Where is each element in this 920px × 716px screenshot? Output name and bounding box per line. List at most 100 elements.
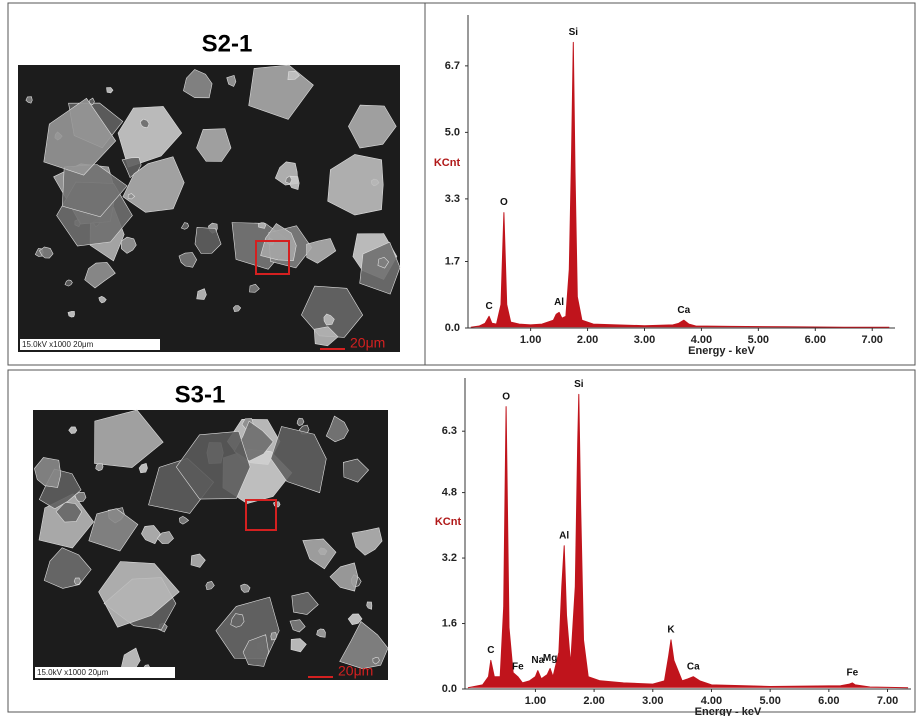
y-tick-label: 3.3: [445, 193, 460, 205]
x-tick-label: 7.00: [862, 334, 883, 346]
particle: [98, 295, 107, 304]
particle: [34, 457, 62, 488]
particle: [178, 515, 190, 525]
particle: [270, 632, 278, 641]
particle: [372, 657, 380, 665]
particle: [285, 175, 293, 185]
y-tick-label: 5.0: [445, 126, 460, 138]
peak-label: Si: [569, 27, 579, 38]
x-axis-label: Energy - keV: [688, 345, 755, 357]
particle: [359, 241, 401, 295]
particle: [94, 409, 164, 468]
particle: [347, 613, 363, 626]
y-tick-label: 4.8: [442, 486, 457, 498]
particle: [258, 222, 267, 229]
particle: [98, 561, 180, 628]
particle: [106, 87, 114, 94]
particle: [301, 285, 364, 338]
particle: [327, 154, 384, 216]
particle: [323, 313, 335, 326]
spectrum: [470, 41, 890, 328]
particle: [226, 75, 237, 87]
particle: [296, 417, 305, 426]
particle: [242, 634, 269, 667]
peak-label: Si: [574, 379, 584, 390]
x-tick-label: 5.00: [748, 334, 769, 346]
particle: [64, 279, 73, 287]
particle: [156, 531, 174, 544]
peak-label: Mg: [543, 653, 557, 664]
particle: [88, 508, 139, 552]
y-tick-label: 0.0: [445, 322, 460, 334]
sem-scale: 20μm: [350, 335, 385, 351]
analysis-area: [255, 240, 290, 275]
particle: [61, 164, 128, 218]
panel-title: S2-1: [202, 30, 253, 57]
panel-title: S3-1: [175, 381, 226, 408]
particle: [73, 577, 82, 585]
particle: [339, 621, 389, 670]
x-tick-label: 4.00: [691, 334, 712, 346]
peak-label: O: [500, 197, 508, 208]
particle: [194, 226, 222, 254]
sem-scale: 20μm: [338, 663, 373, 679]
particle: [289, 619, 306, 633]
x-tick-label: 3.00: [642, 695, 663, 707]
y-axis-label: KCnt: [435, 516, 462, 528]
x-tick-label: 3.00: [634, 334, 655, 346]
y-tick-label: 6.7: [445, 60, 460, 72]
particle: [138, 463, 148, 474]
particle: [240, 583, 251, 593]
peak-label: Fe: [846, 668, 858, 679]
particle: [88, 97, 95, 106]
particle: [25, 96, 33, 104]
particle: [232, 305, 242, 313]
particle: [141, 525, 161, 545]
panel-frame: [7, 2, 916, 366]
sem-info-box: [20, 339, 160, 350]
x-tick-label: 1.00: [525, 695, 546, 707]
particle: [74, 492, 87, 503]
particle: [249, 283, 260, 293]
particle: [351, 527, 383, 556]
particle: [248, 64, 314, 120]
x-tick-label: 2.00: [577, 334, 598, 346]
x-tick-label: 4.00: [701, 695, 722, 707]
particle: [325, 415, 349, 443]
particle: [120, 236, 137, 254]
analysis-area: [245, 499, 277, 531]
peak-label: O: [502, 391, 510, 402]
particle: [230, 613, 245, 628]
particle: [43, 97, 117, 176]
y-tick-label: 1.6: [442, 617, 457, 629]
peak-label: Fe: [512, 661, 524, 672]
spectrum: [467, 393, 909, 689]
particle: [366, 601, 373, 610]
particle: [180, 222, 190, 230]
particle: [84, 262, 116, 289]
particle: [127, 193, 136, 200]
sem-info: 15.0kV x1000 20μm: [37, 668, 109, 677]
particle: [68, 426, 78, 434]
peak-label: C: [487, 645, 494, 656]
y-tick-label: 6.3: [442, 425, 457, 437]
particle: [39, 246, 54, 259]
x-axis-label: Energy - keV: [695, 706, 762, 716]
particle: [287, 70, 300, 81]
particle: [205, 581, 215, 591]
particle: [175, 430, 251, 500]
particle: [178, 252, 198, 268]
x-tick-label: 6.00: [805, 334, 826, 346]
particle: [139, 118, 150, 129]
x-tick-label: 6.00: [818, 695, 839, 707]
particle: [342, 458, 370, 483]
particle: [260, 223, 297, 262]
sem-info-box: [35, 667, 175, 678]
peak-label: Ca: [677, 305, 690, 316]
x-tick-label: 5.00: [759, 695, 780, 707]
particle: [190, 553, 206, 568]
particle: [196, 288, 207, 300]
peak-label: Ca: [687, 661, 700, 672]
particle: [316, 628, 326, 638]
